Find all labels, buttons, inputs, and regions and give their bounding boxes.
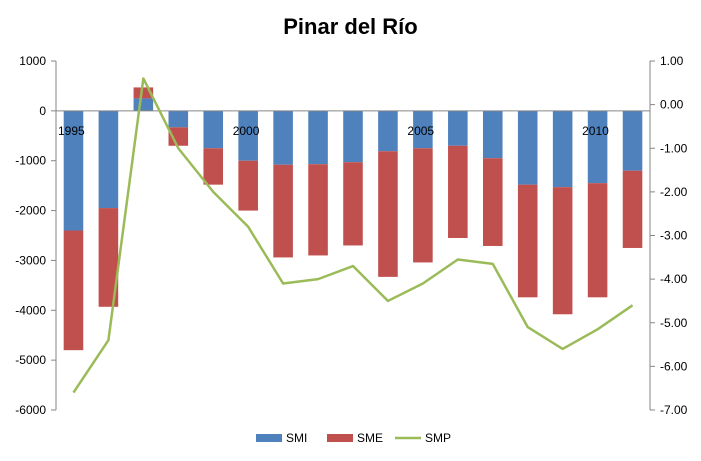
bar-smi bbox=[273, 110, 293, 165]
bar-sme bbox=[622, 170, 643, 248]
chart-title: Pinar del Río bbox=[283, 14, 418, 39]
bar-sme bbox=[238, 160, 258, 211]
y-left-tick-label: -2000 bbox=[15, 204, 46, 218]
bar-smi bbox=[517, 110, 538, 185]
x-tick-label: 1995 bbox=[58, 124, 85, 138]
y-right-tick-label: -7.00 bbox=[660, 403, 688, 417]
x-tick-label: 2010 bbox=[582, 124, 609, 138]
x-tick-label: 2005 bbox=[407, 124, 434, 138]
y-right-tick-label: -2.00 bbox=[660, 185, 688, 199]
bar-sme bbox=[448, 145, 468, 238]
legend-label-smi: SMI bbox=[286, 431, 307, 445]
line-smp bbox=[72, 77, 634, 394]
y-left-tick-label: -6000 bbox=[15, 403, 46, 417]
y-left-tick-label: -5000 bbox=[15, 353, 46, 367]
x-tick-label: 2000 bbox=[233, 124, 260, 138]
y-left-tick-label: 0 bbox=[39, 104, 46, 118]
bar-smi bbox=[343, 110, 363, 163]
y-right-tick-label: -4.00 bbox=[660, 272, 688, 286]
y-left-tick-label: -3000 bbox=[15, 253, 46, 267]
bar-sme bbox=[343, 162, 363, 246]
bar-sme bbox=[413, 148, 433, 263]
bar-smi bbox=[308, 110, 328, 165]
y-left-tick-label: -1000 bbox=[15, 154, 46, 168]
legend-swatch-sme bbox=[327, 434, 353, 442]
bar-smi bbox=[448, 110, 468, 146]
bar-smi bbox=[203, 110, 224, 149]
legend-label-smp: SMP bbox=[425, 431, 451, 445]
bar-smi bbox=[622, 110, 643, 171]
bar-sme bbox=[482, 158, 503, 246]
y-right-tick-label: -6.00 bbox=[660, 359, 688, 373]
y-right-tick-label: -1.00 bbox=[660, 141, 688, 155]
bar-smi bbox=[378, 110, 398, 152]
y-right-tick-label: 0.00 bbox=[660, 98, 684, 112]
bar-sme bbox=[63, 230, 84, 351]
bar-sme bbox=[203, 148, 224, 185]
bar-smi bbox=[238, 110, 258, 161]
legend-swatch-smi bbox=[256, 434, 282, 442]
y-right-tick-label: 1.00 bbox=[660, 54, 684, 68]
bar-sme bbox=[552, 187, 573, 315]
bar-smi bbox=[133, 98, 154, 111]
bar-sme bbox=[308, 164, 328, 256]
bar-smi bbox=[98, 110, 119, 209]
bar-sme bbox=[98, 208, 119, 307]
bar-smi bbox=[482, 110, 503, 159]
y-right-tick-label: -3.00 bbox=[660, 229, 688, 243]
bar-sme bbox=[378, 151, 398, 277]
legend-label-sme: SME bbox=[357, 431, 383, 445]
y-left-tick-label: 1000 bbox=[19, 54, 46, 68]
bar-sme bbox=[273, 164, 293, 258]
bar-sme bbox=[587, 183, 608, 298]
y-right-tick-label: -5.00 bbox=[660, 316, 688, 330]
y-left-tick-label: -4000 bbox=[15, 303, 46, 317]
bar-smi bbox=[63, 110, 84, 231]
bar-sme bbox=[517, 184, 538, 298]
bar-smi bbox=[168, 110, 189, 128]
bar-smi bbox=[413, 110, 433, 149]
bar-smi bbox=[552, 110, 573, 188]
bar-smi bbox=[587, 110, 608, 184]
bar-sme bbox=[133, 87, 154, 99]
